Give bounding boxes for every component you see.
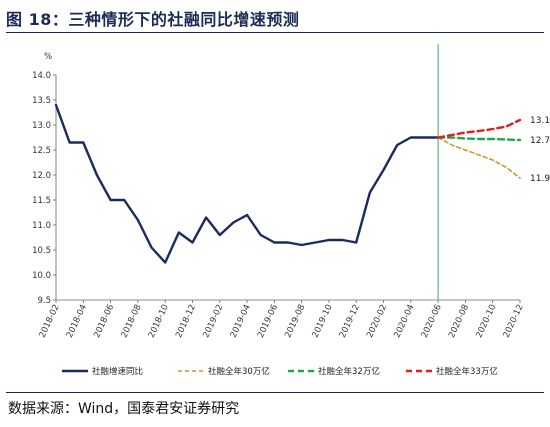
y-tick-label: 10.5 xyxy=(32,246,51,256)
y-tick-label: 11.0 xyxy=(32,221,51,231)
legend-label: 社融全年30万亿 xyxy=(208,366,270,377)
x-tick-label: 2018-02 xyxy=(38,303,62,339)
end-value-label: 11.94 xyxy=(530,174,550,184)
source-rule xyxy=(6,392,544,393)
x-tick-label: 2019-12 xyxy=(338,303,362,339)
y-axis-unit: % xyxy=(44,52,52,62)
series-32-line xyxy=(436,136,522,142)
x-tick-label: 2019-10 xyxy=(311,303,335,339)
x-tick-label: 2020-02 xyxy=(365,303,389,339)
x-tick-label: 2018-04 xyxy=(65,303,89,339)
legend-label: 社融增速同比 xyxy=(92,366,143,377)
y-tick-label: 13.0 xyxy=(32,121,51,131)
page-title: 图 18：三种情形下的社融同比增速预测 xyxy=(6,10,300,29)
y-tick-label: 13.5 xyxy=(32,96,51,106)
y-tick-label: 12.5 xyxy=(32,146,51,156)
series-actual-line xyxy=(54,103,440,264)
x-tick-label: 2019-08 xyxy=(283,303,307,339)
line-chart: 9.5 10.0 10.5 11.0 11.5 12.0 12.5 13.0 13.5 14.0%… xyxy=(32,44,550,377)
x-tick-label: 2018-12 xyxy=(174,303,198,339)
x-tick-label: 2019-06 xyxy=(256,303,280,339)
series-30-line xyxy=(437,136,521,179)
y-tick-label: 10.0 xyxy=(32,271,51,281)
end-value-label: 13.10 xyxy=(530,116,550,126)
series-33-line xyxy=(436,118,522,139)
y-tick-label: 9.5 xyxy=(37,296,51,306)
x-tick-label: 2019-02 xyxy=(201,303,225,339)
x-tick-label: 2019-04 xyxy=(229,303,253,339)
x-tick-label: 2020-12 xyxy=(502,303,526,339)
x-tick-label: 2018-08 xyxy=(120,303,144,339)
x-tick-label: 2020-08 xyxy=(447,303,471,339)
y-tick-label: 12.0 xyxy=(32,171,51,181)
title-rule xyxy=(6,32,544,33)
source-note: 数据来源：Wind，国泰君安证券研究 xyxy=(8,401,240,417)
legend-label: 社融全年32万亿 xyxy=(318,366,380,377)
end-value-label: 12.70 xyxy=(530,136,550,146)
x-tick-label: 2020-10 xyxy=(474,303,498,339)
x-tick-label: 2020-06 xyxy=(420,303,444,339)
x-tick-label: 2018-10 xyxy=(147,303,171,339)
legend-label: 社融全年33万亿 xyxy=(436,366,498,377)
y-tick-label: 11.5 xyxy=(32,196,51,206)
x-tick-label: 2020-04 xyxy=(392,303,416,339)
y-tick-label: 14.0 xyxy=(32,71,51,81)
x-tick-label: 2018-06 xyxy=(92,303,116,339)
